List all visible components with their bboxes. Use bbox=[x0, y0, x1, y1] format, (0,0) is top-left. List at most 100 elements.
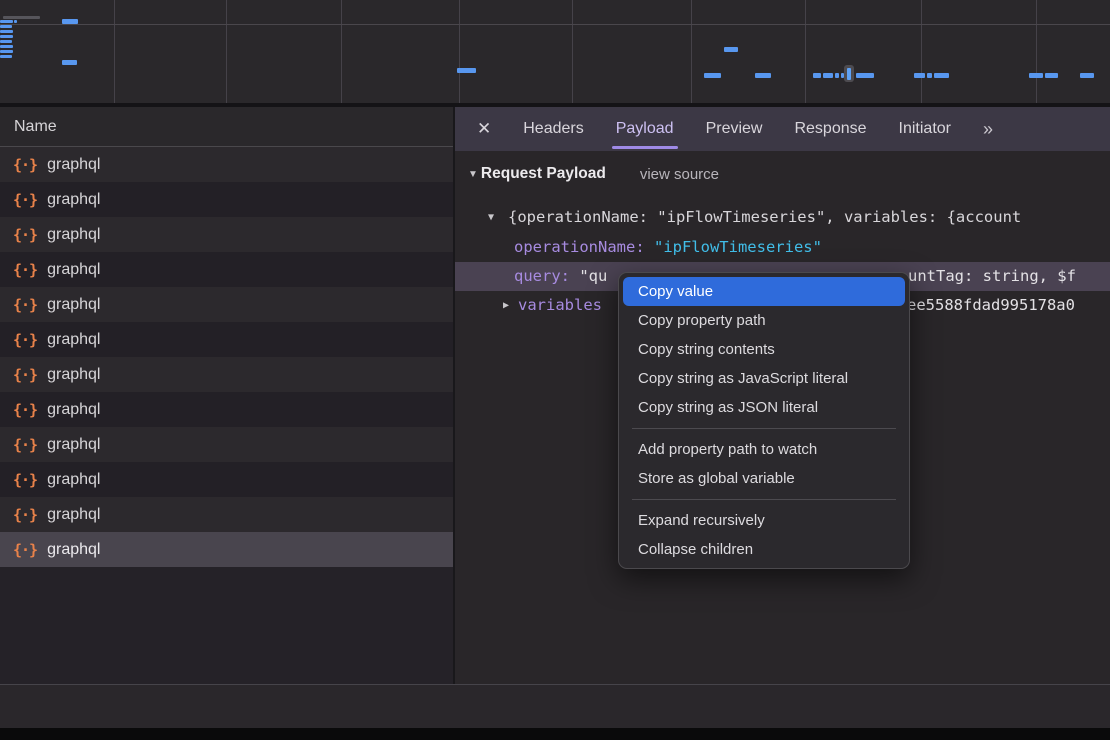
menu-item-copy-string-as-json-literal[interactable]: Copy string as JSON literal bbox=[638, 399, 819, 416]
network-overview-waterfall[interactable] bbox=[0, 0, 1110, 107]
json-braces-icon: {·} bbox=[13, 155, 38, 174]
bottom-empty-strip bbox=[0, 685, 1110, 728]
waterfall-request-bar bbox=[0, 50, 13, 53]
network-request-row[interactable]: {·} graphql bbox=[0, 322, 453, 357]
network-request-row[interactable]: {·} graphql bbox=[0, 462, 453, 497]
operation-name-row[interactable]: operationName: "ipFlowTimeseries" bbox=[455, 233, 1110, 262]
waterfall-request-bar bbox=[914, 73, 925, 78]
tab-preview[interactable]: Preview bbox=[705, 120, 763, 137]
waterfall-request-bar bbox=[0, 30, 13, 33]
network-request-row[interactable]: {·} graphql bbox=[0, 497, 453, 532]
request-name: graphql bbox=[47, 540, 101, 558]
json-braces-icon: {·} bbox=[13, 400, 38, 419]
menu-separator bbox=[632, 499, 896, 500]
bottom-divider bbox=[0, 684, 1110, 685]
request-name: graphql bbox=[47, 155, 101, 173]
waterfall-gridline bbox=[459, 0, 460, 103]
waterfall-request-bar bbox=[813, 73, 821, 78]
network-request-row[interactable]: {·} graphql bbox=[0, 427, 453, 462]
request-name: graphql bbox=[47, 190, 101, 208]
request-payload-title: Request Payload bbox=[480, 165, 606, 182]
waterfall-request-bar bbox=[3, 16, 40, 19]
json-braces-icon: {·} bbox=[13, 505, 38, 524]
network-request-row[interactable]: {·} graphql bbox=[0, 532, 453, 567]
menu-item-copy-value[interactable]: Copy value bbox=[623, 277, 905, 306]
json-braces-icon: {·} bbox=[13, 435, 38, 454]
payload-pane: ▼ Request Payload view source ▼ {operati… bbox=[455, 151, 1110, 684]
network-request-row[interactable]: {·} graphql bbox=[0, 147, 453, 182]
close-icon[interactable]: ✕ bbox=[477, 119, 492, 138]
request-name: graphql bbox=[47, 260, 101, 278]
payload-preview-row[interactable]: ▼ {operationName: "ipFlowTimeseries", va… bbox=[455, 203, 1110, 232]
waterfall-request-bar bbox=[457, 68, 476, 73]
network-request-row[interactable]: {·} graphql bbox=[0, 287, 453, 322]
json-braces-icon: {·} bbox=[13, 190, 38, 209]
more-tabs-icon[interactable]: » bbox=[982, 118, 993, 139]
menu-item-copy-string-as-javascript-literal[interactable]: Copy string as JavaScript literal bbox=[638, 370, 849, 387]
variables-row[interactable]: ▶ variables ee5588fdad995178a0 bbox=[455, 291, 1110, 320]
waterfall-gridline bbox=[0, 24, 1110, 25]
detail-tab-bar: ✕ Headers Payload Preview Response Initiator… bbox=[455, 107, 1110, 151]
panel-splitter[interactable] bbox=[453, 107, 455, 728]
waterfall-gridline bbox=[691, 0, 692, 103]
property-value-continued: untTag: string, $f bbox=[908, 267, 1076, 285]
menu-item-expand-recursively[interactable]: Expand recursively bbox=[638, 512, 765, 529]
waterfall-gridline bbox=[921, 0, 922, 103]
tab-headers[interactable]: Headers bbox=[523, 120, 584, 137]
waterfall-request-bar bbox=[0, 55, 12, 58]
property-key: query: bbox=[514, 267, 580, 285]
request-name: graphql bbox=[47, 225, 101, 243]
name-column-header[interactable]: Name bbox=[0, 107, 453, 147]
waterfall-gridline bbox=[114, 0, 115, 103]
context-menu: Copy value Copy property path Copy string … bbox=[618, 272, 910, 569]
json-braces-icon: {·} bbox=[13, 225, 38, 244]
network-request-row[interactable]: {·} graphql bbox=[0, 217, 453, 252]
tab-payload[interactable]: Payload bbox=[611, 107, 678, 151]
network-request-row[interactable]: {·} graphql bbox=[0, 252, 453, 287]
tab-response[interactable]: Response bbox=[794, 120, 867, 137]
waterfall-request-bar bbox=[62, 60, 77, 65]
object-preview-text: {operationName: "ipFlowTimeseries", vari… bbox=[508, 208, 1022, 226]
waterfall-request-bar bbox=[724, 47, 738, 52]
network-request-row[interactable]: {·} graphql bbox=[0, 357, 453, 392]
waterfall-request-bar bbox=[0, 40, 12, 43]
waterfall-gridline bbox=[572, 0, 573, 103]
expand-triangle-icon[interactable]: ▶ bbox=[503, 300, 510, 311]
waterfall-request-bar bbox=[0, 25, 12, 28]
waterfall-request-bar bbox=[0, 20, 13, 23]
json-braces-icon: {·} bbox=[13, 365, 38, 384]
waterfall-request-bar bbox=[704, 73, 721, 78]
request-name: graphql bbox=[47, 400, 101, 418]
menu-item-copy-string-contents[interactable]: Copy string contents bbox=[638, 341, 775, 358]
menu-item-add-property-path-to-watch[interactable]: Add property path to watch bbox=[638, 441, 818, 458]
window-bottom-edge bbox=[0, 728, 1110, 740]
collapse-triangle-icon[interactable]: ▼ bbox=[468, 168, 478, 180]
json-braces-icon: {·} bbox=[13, 470, 38, 489]
network-request-row[interactable]: {·} graphql bbox=[0, 392, 453, 427]
request-name: graphql bbox=[47, 365, 101, 383]
waterfall-request-bar bbox=[934, 73, 949, 78]
network-request-row[interactable]: {·} graphql bbox=[0, 182, 453, 217]
request-payload-section: ▼ Request Payload view source bbox=[468, 165, 719, 183]
menu-item-copy-property-path[interactable]: Copy property path bbox=[638, 312, 766, 329]
waterfall-request-bar bbox=[1045, 73, 1058, 78]
menu-item-store-as-global-variable[interactable]: Store as global variable bbox=[638, 470, 795, 487]
json-braces-icon: {·} bbox=[13, 260, 38, 279]
request-name: graphql bbox=[47, 470, 101, 488]
property-value-continued: ee5588fdad995178a0 bbox=[907, 296, 1075, 314]
waterfall-request-bar bbox=[841, 73, 844, 78]
view-source-link[interactable]: view source bbox=[639, 165, 720, 183]
property-value: "ipFlowTimeseries" bbox=[653, 238, 822, 256]
waterfall-gridline bbox=[805, 0, 806, 103]
json-braces-icon: {·} bbox=[13, 330, 38, 349]
collapse-triangle-icon[interactable]: ▼ bbox=[488, 212, 495, 223]
menu-item-collapse-children[interactable]: Collapse children bbox=[638, 541, 754, 558]
waterfall-gridline bbox=[1036, 0, 1037, 103]
waterfall-gridline bbox=[341, 0, 342, 103]
waterfall-request-bar bbox=[1029, 73, 1043, 78]
request-name: graphql bbox=[47, 330, 101, 348]
json-braces-icon: {·} bbox=[13, 295, 38, 314]
tab-initiator[interactable]: Initiator bbox=[898, 120, 951, 137]
waterfall-gridline bbox=[226, 0, 227, 103]
